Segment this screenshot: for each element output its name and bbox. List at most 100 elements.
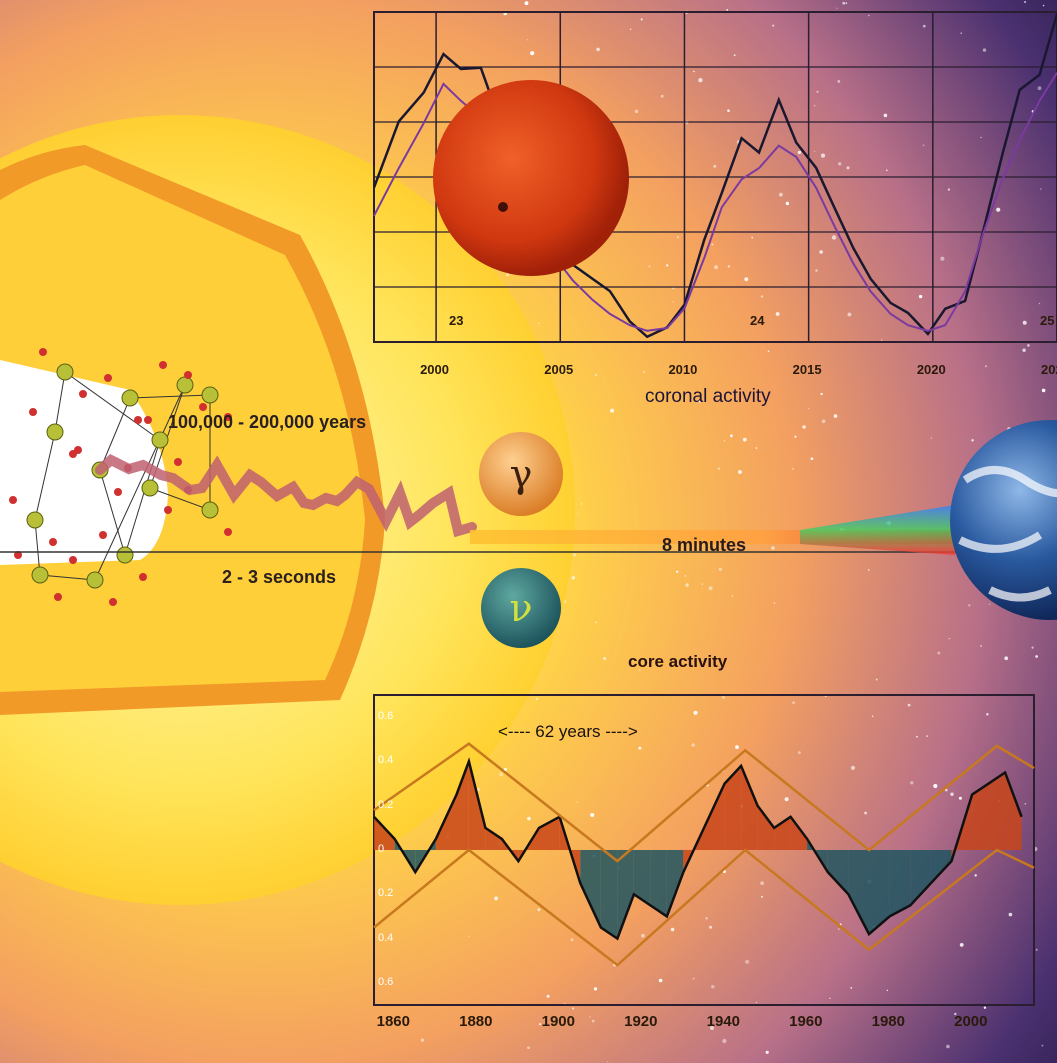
star [708,586,713,591]
molecule-node [31,566,49,584]
star [640,18,643,21]
atom [74,446,82,454]
star [808,407,810,410]
star [922,144,925,147]
star [571,576,575,580]
light-time-label: 8 minutes [662,535,747,555]
core-area-segment [827,850,849,895]
core-area-segment [600,850,618,939]
star [730,434,733,438]
star [684,574,687,577]
star [886,989,889,992]
core-y-tick: 0.4 [378,754,394,767]
star [907,703,911,707]
core-area-segment [790,816,808,850]
gamma-disc [479,432,563,516]
period-label: <---- 62 years ----> [498,722,638,741]
star [910,781,914,785]
red-sun-image [433,80,629,276]
star [959,943,964,947]
core-area-segment [1005,772,1022,850]
core-area-segment [757,805,775,850]
core-area-segment [704,783,725,850]
star [1008,912,1013,917]
atom [14,551,22,559]
star [1035,948,1038,951]
atom [139,573,147,581]
star [573,553,577,557]
molecule-bond [99,397,131,471]
molecule-bond [129,394,211,399]
core-series-line [373,757,1023,941]
star [831,235,837,240]
star [744,277,749,282]
coronal-x-tick: 2025 [1041,362,1057,377]
atom [79,390,87,398]
star [814,150,816,153]
core-area-segment [930,850,952,884]
core-area-segment [580,850,601,928]
star [610,408,615,413]
photon-random-walk [95,453,477,538]
molecule-bond [54,371,66,433]
star [960,32,962,34]
atom [144,416,152,424]
cycle-number-label: 25 [1040,313,1055,328]
core-area-segment [650,850,667,917]
core-area-segment [456,761,469,850]
atom [69,556,77,564]
star [639,669,641,671]
star [527,816,531,821]
star [842,1,846,5]
star [1031,646,1034,649]
molecule-bond [149,487,211,511]
core-area-segment [972,783,989,850]
atom [199,403,207,411]
core-area-segment [910,850,931,906]
star [850,765,856,771]
core-area-segment [988,772,1006,850]
core-area-segment [869,850,890,935]
star [829,997,831,999]
core-x-tick: 2000 [954,1013,988,1030]
star [1041,388,1046,393]
star [886,169,888,172]
star [868,14,870,17]
star [722,1038,727,1044]
coronal-activity-title: coronal activity [645,386,771,407]
core-envelope-upper [373,742,1035,863]
star [666,264,669,267]
star [468,935,470,938]
star [779,192,783,197]
star [950,792,954,796]
star [727,109,730,112]
star [536,698,539,700]
star [947,188,951,191]
atom [224,413,232,421]
star [711,243,714,246]
star [794,435,797,438]
molecule-node [141,479,159,497]
star [958,796,962,800]
star [539,1023,541,1026]
star [864,811,867,815]
molecule-bond [34,431,56,521]
star [499,772,504,777]
star [717,467,721,470]
star [815,269,818,272]
star [607,1060,609,1063]
molecule-node [176,376,194,394]
star [772,24,775,27]
core-y-tick: 0.2 [378,887,394,900]
star [983,1006,987,1009]
star [648,265,651,268]
core-y-tick: 0.2 [378,798,394,811]
star [735,745,739,749]
star [634,109,639,114]
atom [134,416,142,424]
core-area-segment [374,816,395,850]
star [692,977,695,980]
star [505,272,510,277]
atom [224,528,232,536]
